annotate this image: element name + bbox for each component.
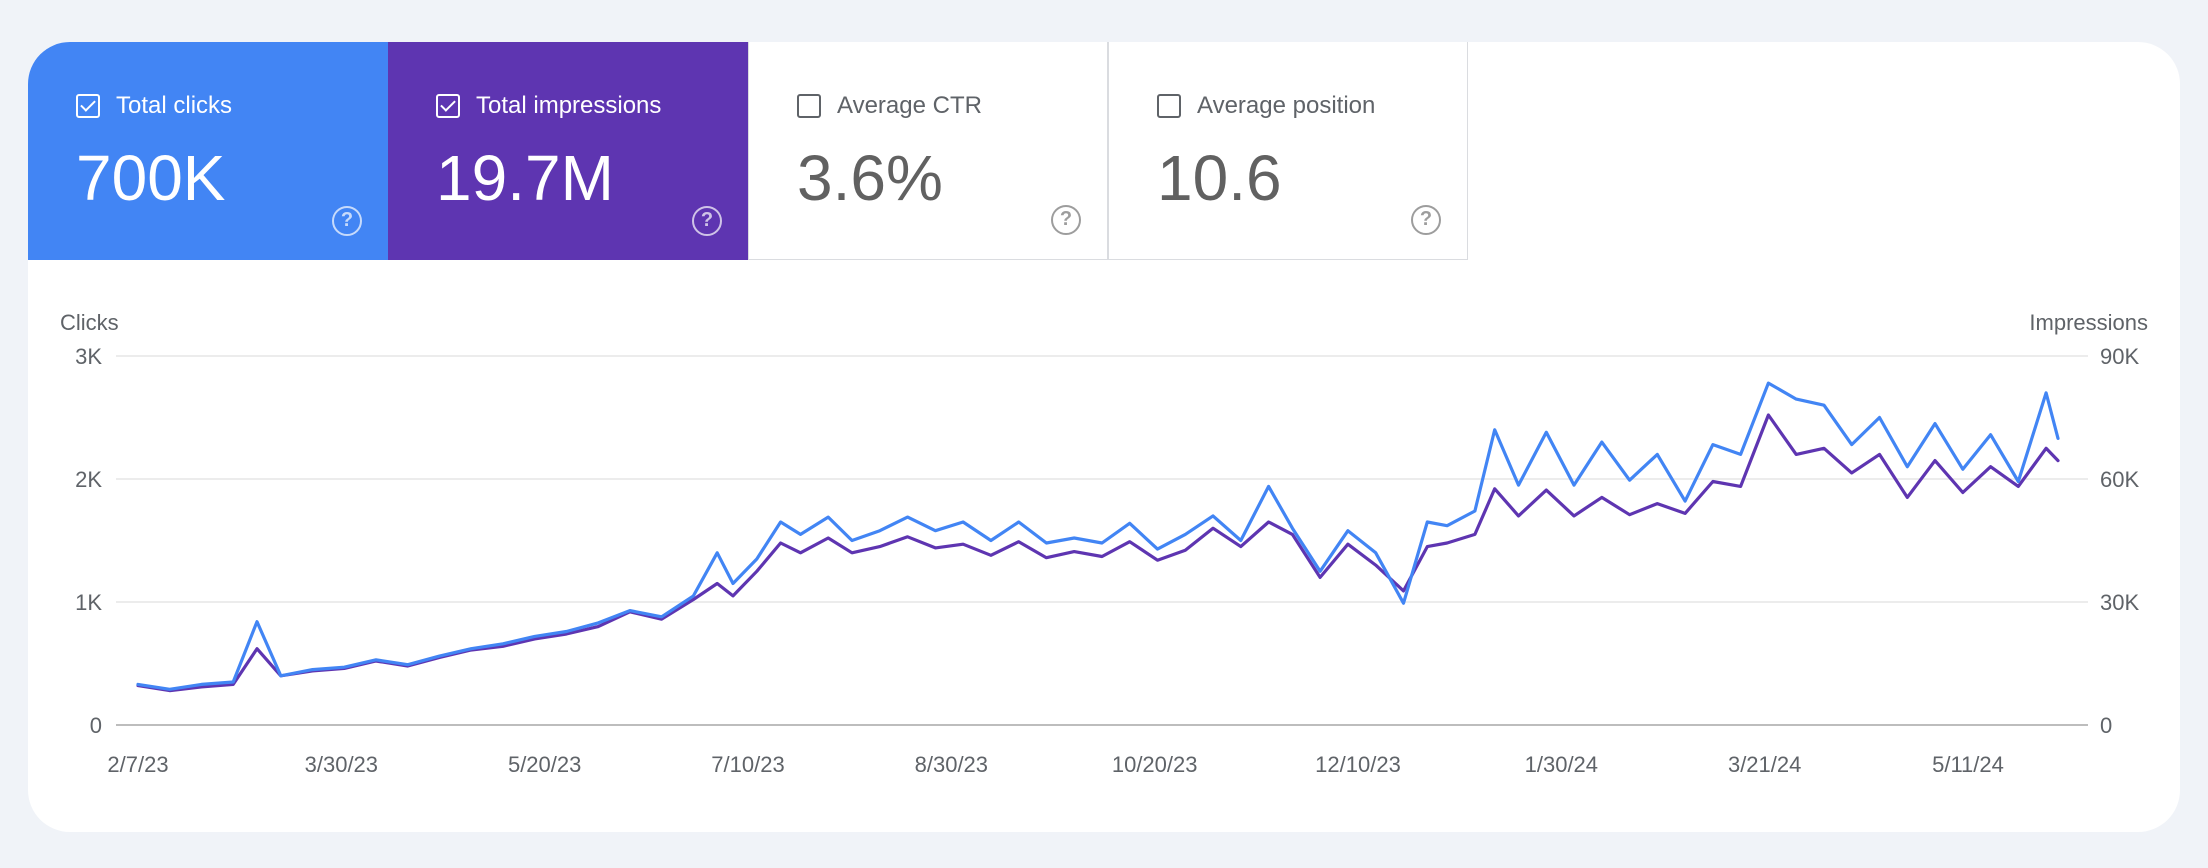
y-left-tick-label: 1K: [75, 590, 102, 615]
y-left-tick-label: 3K: [75, 344, 102, 369]
y-right-tick-label: 90K: [2100, 344, 2139, 369]
metric-value: 19.7M: [436, 142, 614, 214]
y-axis-right-title: Impressions: [2029, 310, 2148, 335]
x-tick-label: 3/21/24: [1728, 752, 1801, 777]
help-circle-icon[interactable]: ?: [1051, 205, 1081, 235]
metric-tile-total-clicks[interactable]: Total clicks 700K ?: [28, 42, 388, 260]
y-right-tick-label: 60K: [2100, 467, 2139, 492]
x-tick-label: 2/7/23: [107, 752, 168, 777]
checkbox-checked-icon[interactable]: [76, 94, 100, 118]
metric-value: 3.6%: [797, 142, 943, 214]
series-line-impressions: [136, 413, 2060, 693]
checkbox-checked-icon[interactable]: [436, 94, 460, 118]
metric-value: 700K: [76, 142, 226, 214]
metric-value: 10.6: [1157, 142, 1282, 214]
help-circle-icon[interactable]: ?: [1411, 205, 1441, 235]
metric-label: Total clicks: [116, 92, 233, 119]
y-right-tick-label: 0: [2100, 713, 2112, 738]
x-tick-label: 8/30/23: [915, 752, 988, 777]
metric-tile-average-position[interactable]: Average position 10.6 ?: [1108, 42, 1468, 260]
metric-tiles: Total clicks 700K ? Total impressions 19…: [28, 42, 1468, 260]
y-left-tick-label: 0: [90, 713, 102, 738]
checkbox-unchecked-icon[interactable]: [797, 94, 821, 118]
metric-label: Average position: [1197, 92, 1376, 119]
performance-card: Total clicks 700K ? Total impressions 19…: [28, 42, 2180, 832]
x-tick-label: 7/10/23: [711, 752, 784, 777]
metric-tile-average-ctr[interactable]: Average CTR 3.6% ?: [748, 42, 1108, 260]
x-tick-label: 5/11/24: [1932, 752, 2004, 777]
metric-tile-total-impressions[interactable]: Total impressions 19.7M ?: [388, 42, 748, 260]
y-left-tick-label: 2K: [75, 467, 102, 492]
x-tick-label: 12/10/23: [1315, 752, 1401, 777]
y-axis-left-title: Clicks: [60, 310, 119, 335]
checkbox-unchecked-icon[interactable]: [1157, 94, 1181, 118]
y-right-tick-label: 30K: [2100, 590, 2139, 615]
x-tick-label: 5/20/23: [508, 752, 581, 777]
x-tick-label: 1/30/24: [1525, 752, 1598, 777]
help-circle-icon[interactable]: ?: [332, 206, 362, 236]
metric-label: Total impressions: [476, 92, 662, 119]
help-circle-icon[interactable]: ?: [692, 206, 722, 236]
series-line-clicks: [136, 381, 2060, 691]
metric-label: Average CTR: [837, 92, 982, 119]
performance-chart: Clicks Impressions 0 0 1K 30K 2K 60K 3K 90K 2/7/…: [60, 310, 2148, 777]
x-tick-label: 3/30/23: [305, 752, 378, 777]
x-tick-label: 10/20/23: [1112, 752, 1198, 777]
